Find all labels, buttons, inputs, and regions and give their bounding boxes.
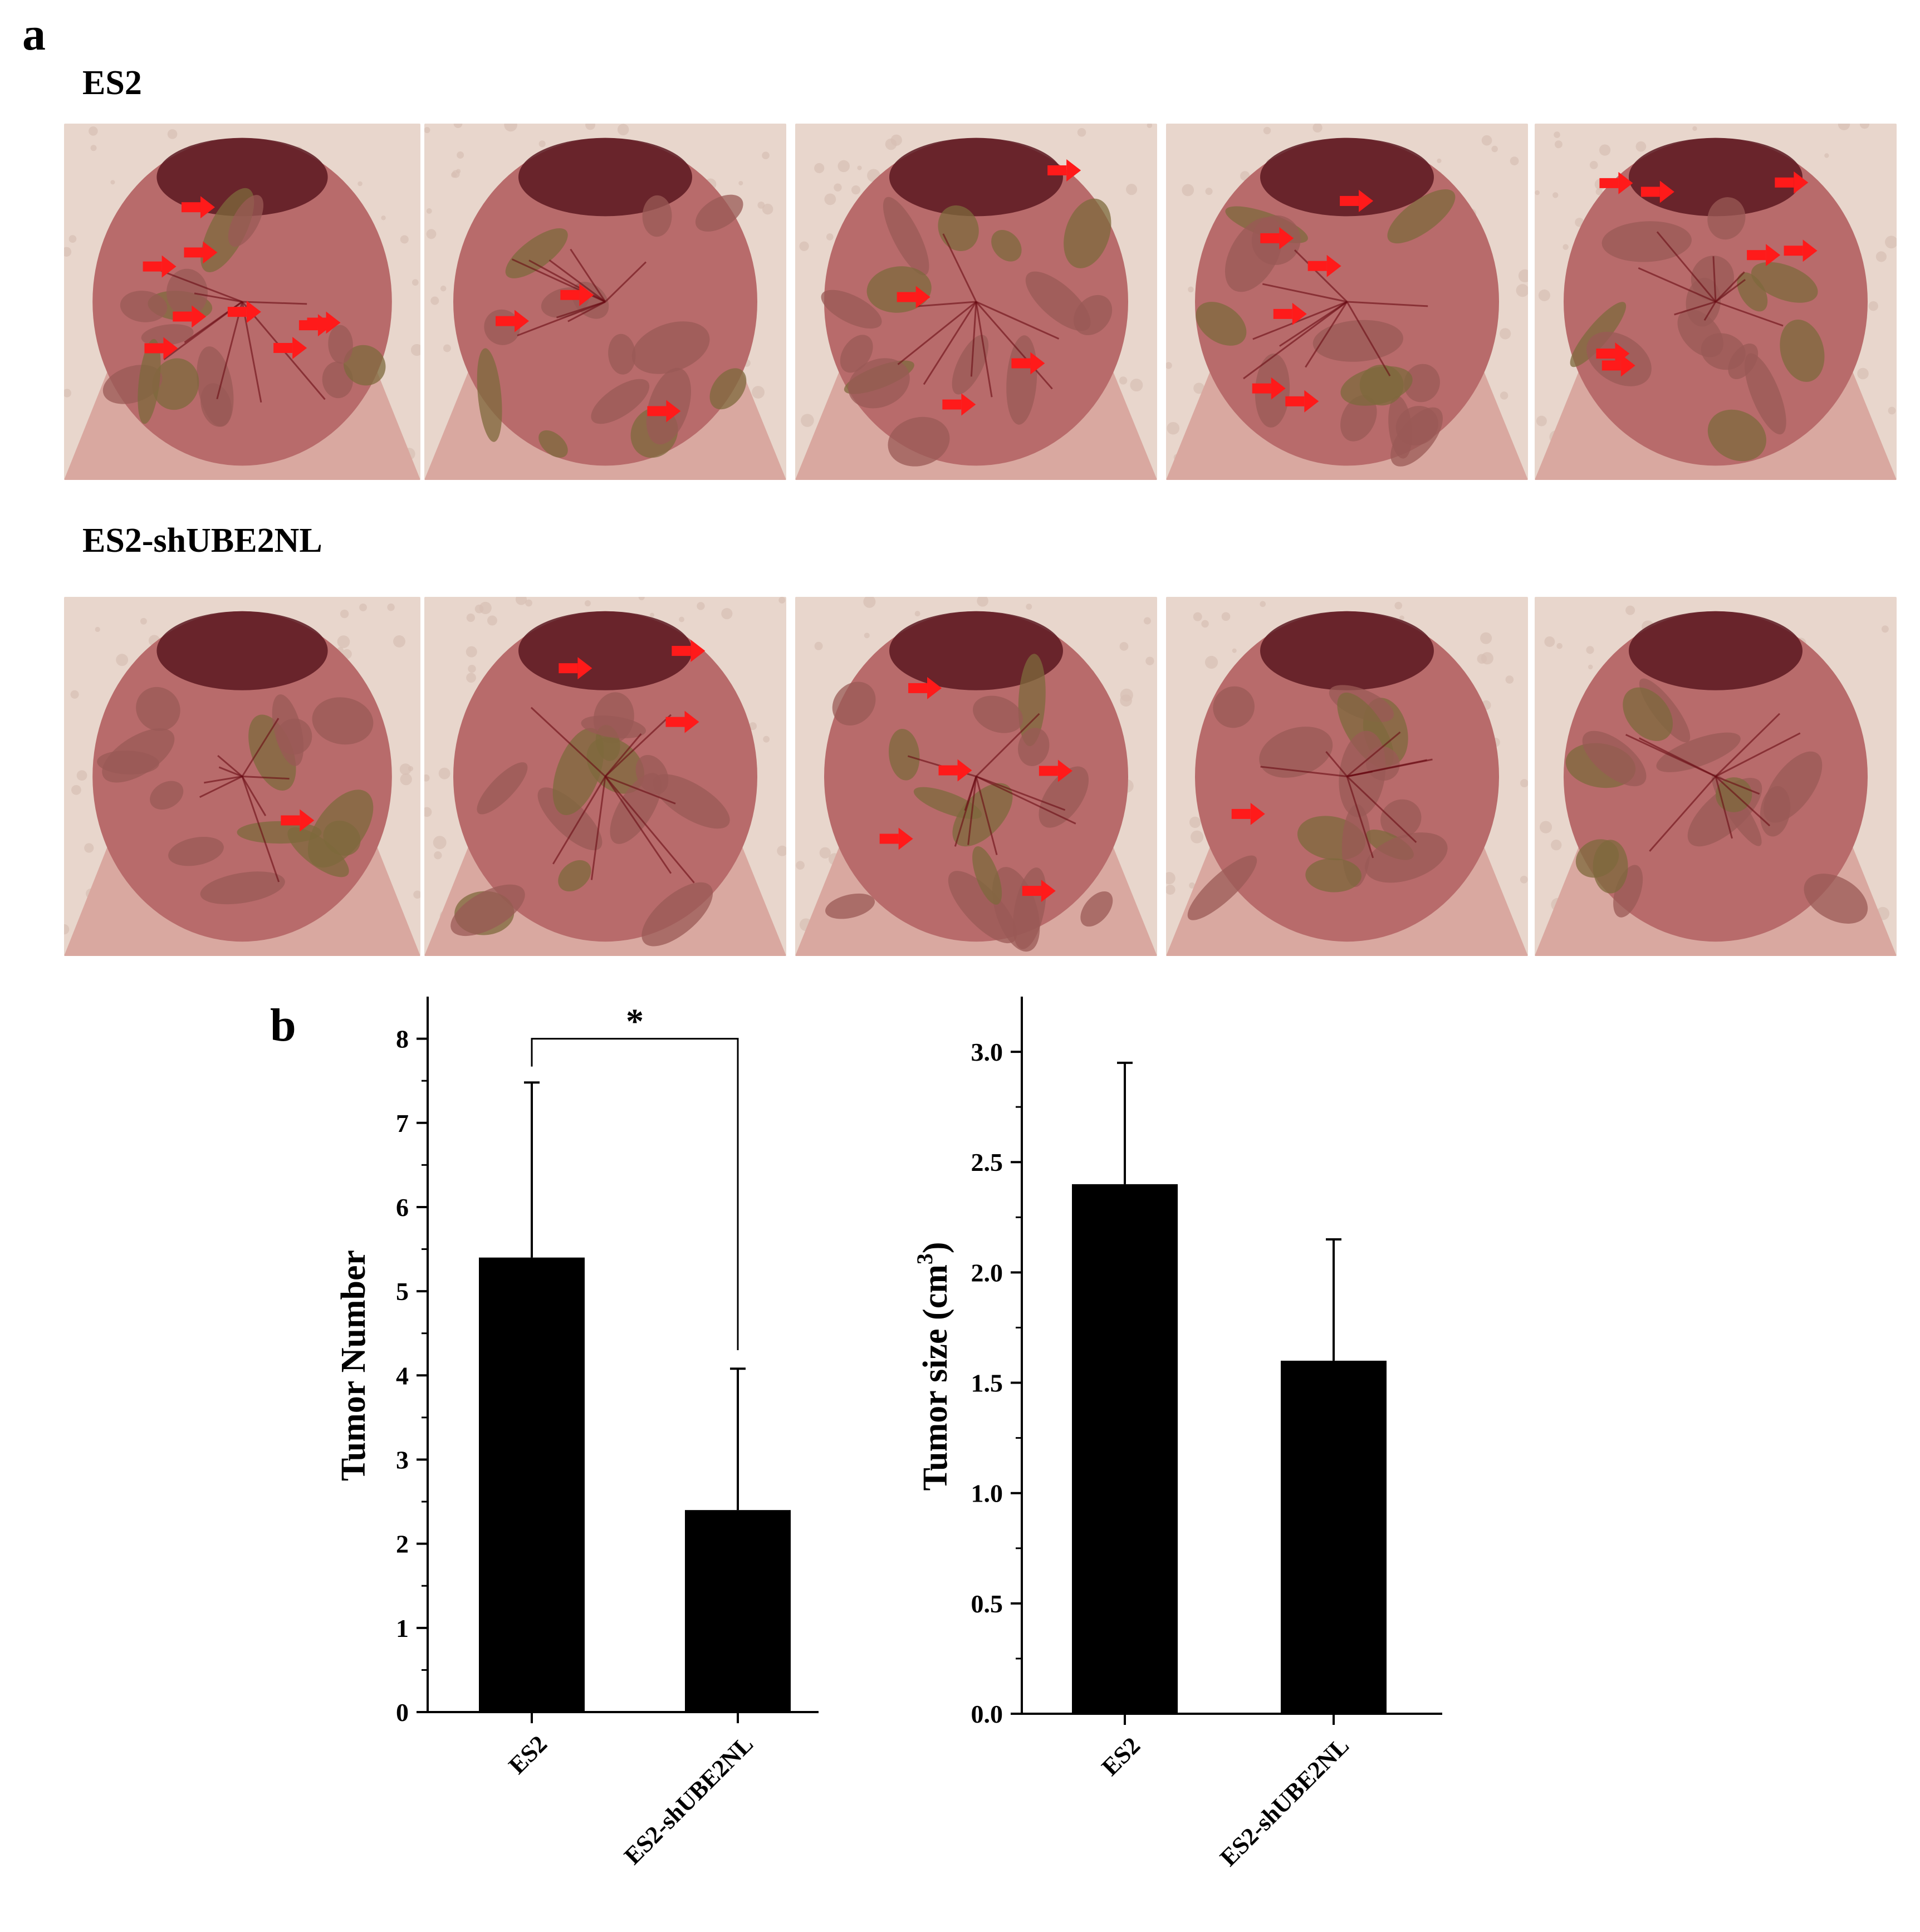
chart1-y-tick-label: 1 bbox=[396, 1614, 409, 1642]
row-label-es2-shube2nl: ES2-shUBE2NL bbox=[82, 522, 322, 560]
chart2-y-tick-label: 2.5 bbox=[971, 1148, 1003, 1176]
chart1-y-tick-label: 8 bbox=[396, 1025, 409, 1053]
chart2-bar bbox=[1281, 1360, 1387, 1714]
row-label-es2: ES2 bbox=[82, 64, 142, 102]
chart2-y-tick-label: 3.0 bbox=[971, 1038, 1003, 1066]
dissection-photo bbox=[1535, 124, 1897, 480]
chart2-y-tick-label: 0.0 bbox=[971, 1700, 1003, 1728]
chart2-y-tick-label: 0.5 bbox=[971, 1590, 1003, 1618]
chart1-x-tick-label: ES2 bbox=[503, 1730, 552, 1779]
chart1-y-tick-label: 6 bbox=[396, 1193, 409, 1222]
panel-a-letter: a bbox=[22, 8, 46, 60]
chart2-x-tick-label: ES2 bbox=[1096, 1732, 1145, 1781]
panel-b-letter: b bbox=[270, 999, 296, 1051]
chart2-y-tick-label: 1.5 bbox=[971, 1369, 1003, 1397]
dissection-photo bbox=[1166, 124, 1528, 480]
chart1-y-tick-label: 7 bbox=[396, 1109, 409, 1137]
chart1-significance-label: * bbox=[626, 1002, 644, 1041]
dissection-photo bbox=[1535, 597, 1897, 956]
chart2-y-axis-label: Tumor size (cm3) bbox=[912, 1242, 954, 1490]
dissection-photo bbox=[64, 124, 420, 480]
chart2-bar bbox=[1072, 1184, 1178, 1714]
chart1-y-tick-label: 2 bbox=[396, 1530, 409, 1558]
dissection-photo bbox=[424, 124, 786, 480]
chart1-bar bbox=[685, 1510, 791, 1712]
chart1-significance-bracket bbox=[531, 1038, 739, 1350]
chart2-y-axis-label-main: Tumor size (cm bbox=[917, 1264, 954, 1490]
chart2-y-tick-label: 2.0 bbox=[971, 1258, 1003, 1287]
chart1-bar bbox=[479, 1257, 585, 1712]
chart1-y-tick-label: 5 bbox=[396, 1277, 409, 1306]
chart1-y-tick-label: 3 bbox=[396, 1445, 409, 1474]
dissection-photo bbox=[424, 597, 786, 956]
chart1-y-tick-label: 0 bbox=[396, 1698, 409, 1727]
chart1-x-tick-label: ES2-shUBE2NL bbox=[619, 1730, 758, 1870]
chart2-y-axis-label-end: ) bbox=[917, 1242, 954, 1253]
chart2-y-tick-label: 1.0 bbox=[971, 1479, 1003, 1508]
dissection-photo bbox=[795, 124, 1157, 480]
dissection-photo bbox=[795, 597, 1157, 956]
chart1-y-tick-label: 4 bbox=[396, 1361, 409, 1390]
chart2-x-tick-label: ES2-shUBE2NL bbox=[1214, 1732, 1354, 1871]
chart2-y-axis-label-superscript: 3 bbox=[912, 1253, 937, 1264]
chart1-y-axis-label: Tumor Number bbox=[335, 1250, 373, 1481]
dissection-photo bbox=[64, 597, 420, 956]
dissection-photo bbox=[1166, 597, 1528, 956]
